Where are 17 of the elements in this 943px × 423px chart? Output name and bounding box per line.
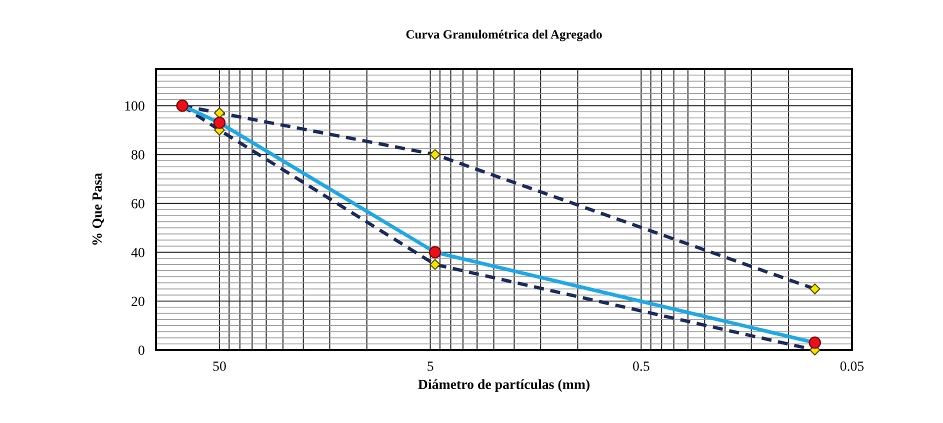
y-tick-label: 20: [132, 296, 144, 306]
y-tick-label: 40: [131, 248, 144, 258]
y-tick-label: 60: [132, 198, 144, 208]
x-tick-label: 5: [428, 362, 434, 371]
chart-title: Curva Granulométrica del Agregado: [406, 30, 602, 42]
x-tick-label: 50: [213, 362, 226, 371]
x-tick-label: 0.5: [633, 362, 650, 371]
x-tick-label: 0.05: [840, 362, 864, 371]
point: [213, 116, 226, 129]
x-axis-title: Diámetro de partículas (mm): [418, 379, 590, 392]
y-axis-title: % Que Pasa: [92, 173, 104, 245]
point: [809, 283, 820, 294]
point: [214, 108, 225, 118]
y-tick-label: 0: [138, 346, 144, 355]
y-tick-label: 80: [132, 150, 144, 160]
point: [808, 336, 821, 349]
y-tick-label: 100: [125, 101, 144, 111]
